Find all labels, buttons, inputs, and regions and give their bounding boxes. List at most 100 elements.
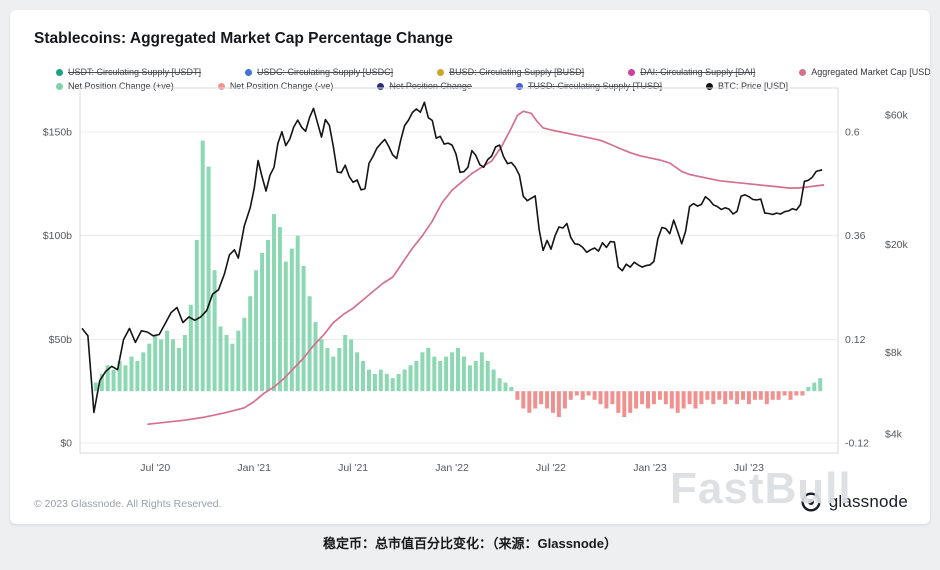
chart-card: Stablecoins: Aggregated Market Cap Perce… [10,10,930,524]
npc-positive-bar [111,369,116,392]
npc-positive-bar [224,335,229,392]
legend-dot [56,82,63,90]
npc-positive-bar [461,356,466,392]
npc-positive-bar [372,373,377,392]
npc-positive-bar [438,361,443,392]
legend-item[interactable]: Aggregated Market Cap [USD] [799,67,930,77]
npc-positive-bar [396,373,401,392]
legend-item[interactable]: Net Position Change (+ve) [56,81,174,91]
npc-negative-bar [687,391,692,405]
npc-negative-bar [729,391,734,400]
npc-positive-bar [426,348,431,392]
npc-positive-bar [325,348,330,392]
npc-positive-bar [159,339,164,392]
x-axis-tick-label: Jul '21 [338,462,368,474]
legend-dot [628,68,636,76]
npc-positive-bar [99,373,104,392]
npc-negative-bar [580,391,585,400]
npc-positive-bar [420,352,425,392]
npc-negative-bar [705,391,710,400]
right-inner-axis-tick-label: 0.12 [845,334,866,346]
legend-item[interactable]: DAI: Circulating Supply [DAI] [628,67,755,77]
npc-negative-bar [640,391,645,405]
plot-border [79,87,839,454]
legend-item[interactable]: BUSD: Circulating Supply [BUSD] [437,67,584,77]
npc-negative-bar [663,391,668,405]
npc-negative-bar [693,391,698,409]
npc-positive-bar [129,356,134,392]
npc-negative-bar [551,391,555,413]
legend: USDT: Circulating Supply [USDT] USDC: Cir… [56,67,930,91]
legend-dot [705,82,713,90]
npc-positive-bar [218,326,223,392]
legend-label: USDT: Circulating Supply [USDT] [68,67,202,77]
left-axis-tick-label: $150b [43,127,72,139]
left-axis-tick-label: $0 [60,438,72,450]
legend-item[interactable]: TUSD: Circulating Supply [TUSD] [515,81,662,91]
npc-negative-bar [515,391,520,400]
npc-negative-bar [527,391,532,413]
npc-positive-bar [414,361,419,392]
npc-positive-bar [272,214,276,392]
npc-positive-bar [818,378,823,392]
npc-negative-bar [800,391,805,396]
npc-negative-bar [758,391,763,400]
npc-positive-bar [307,296,312,392]
npc-positive-bar [236,330,241,392]
legend-label: Net Position Change [389,81,472,91]
legend-label: TUSD: Circulating Supply [TUSD] [527,81,662,91]
legend-dot [245,68,253,76]
legend-row: Net Position Change (+ve) Net Position Ch… [56,81,930,91]
npc-negative-bar [770,391,775,400]
x-axis-tick-label: Jul '23 [734,462,764,474]
npc-positive-bar [408,365,413,392]
npc-negative-bar [521,391,526,409]
npc-positive-bar [266,240,270,392]
npc-positive-bar [456,348,460,392]
legend-item[interactable]: USDC: Circulating Supply [USDC] [245,67,393,77]
npc-positive-bar [349,339,354,392]
right-inner-axis-tick-label: 0.36 [845,230,866,242]
glassnode-logo-icon [801,492,821,512]
npc-positive-bar [812,382,817,392]
npc-negative-bar [717,391,722,400]
npc-positive-bar [384,373,389,392]
npc-positive-bar [117,361,122,392]
npc-positive-bar [331,356,336,392]
chart-plot[interactable]: $150b $100b $50b $0 0.6 0.36 0.12 -0.12 $60k $20k… [22,86,918,480]
npc-positive-bar [367,369,371,392]
npc-positive-bar [200,140,205,392]
npc-negative-bar [545,391,550,409]
npc-positive-bar [497,378,502,392]
npc-positive-bar [147,343,152,392]
npc-positive-bar [479,352,484,392]
legend-label: Aggregated Market Cap [USD] [811,67,930,77]
legend-item[interactable]: Net Position Change [377,81,472,91]
npc-positive-bar [343,335,348,392]
legend-dot [56,68,63,76]
x-axis-tick-label: Jul '22 [536,462,566,474]
npc-negative-bar [657,391,662,400]
npc-negative-bar [651,391,656,405]
npc-positive-bar [295,235,300,392]
npc-positive-bar [450,352,455,392]
npc-negative-bar [634,391,639,409]
legend-label: Net Position Change (-ve) [229,81,334,91]
npc-positive-bar [230,343,235,392]
npc-positive-bar [188,304,193,392]
npc-positive-bar [319,339,324,392]
legend-item[interactable]: USDT: Circulating Supply [USDT] [56,67,201,77]
npc-negative-bar [752,391,757,400]
npc-negative-bar [616,391,621,413]
npc-positive-bar [485,361,490,392]
npc-positive-bar [242,317,247,392]
legend-dot [515,82,523,90]
npc-negative-bar [539,391,544,405]
legend-item[interactable]: BTC: Price [USD] [705,81,788,91]
right-outer-axis-tick-label: $8k [885,347,903,359]
npc-negative-bar [681,391,686,409]
npc-negative-bar [746,391,751,405]
legend-item[interactable]: Net Position Change (-ve) [217,81,334,91]
npc-negative-bar [711,391,716,405]
npc-negative-bar [782,391,787,396]
